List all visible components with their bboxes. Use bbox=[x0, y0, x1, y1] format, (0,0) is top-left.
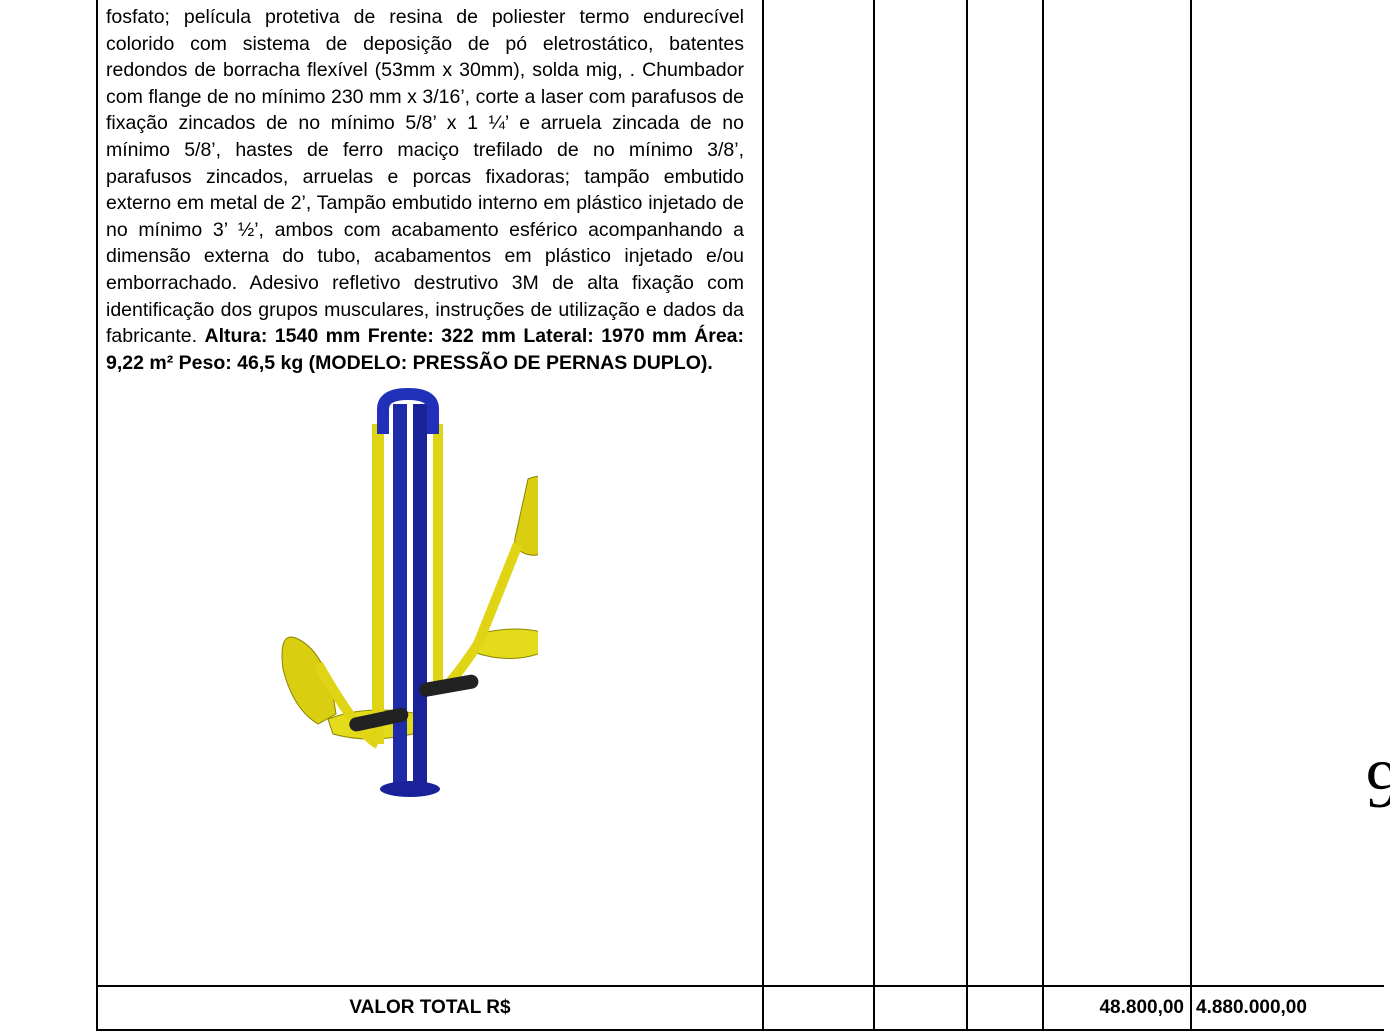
description-text: fosfato; película protetiva de resina de… bbox=[106, 6, 744, 348]
total-label: VALOR TOTAL R$ bbox=[96, 985, 764, 1031]
page-number: 9 bbox=[1366, 746, 1390, 822]
items-table: fosfato; película protetiva de resina de… bbox=[96, 0, 1384, 1031]
product-image bbox=[281, 388, 538, 798]
total-row: VALOR TOTAL R$ 48.800,00 4.880.000,00 bbox=[96, 985, 1384, 1031]
description-cell: fosfato; película protetiva de resina de… bbox=[96, 0, 764, 987]
total-value: 4.880.000,00 bbox=[1190, 985, 1384, 1031]
description-specs: Altura: 1540 mm Frente: 322 mm Lateral: … bbox=[106, 325, 744, 374]
item-row: fosfato; película protetiva de resina de… bbox=[96, 0, 1384, 987]
unit-value: 48.800,00 bbox=[1042, 985, 1192, 1031]
